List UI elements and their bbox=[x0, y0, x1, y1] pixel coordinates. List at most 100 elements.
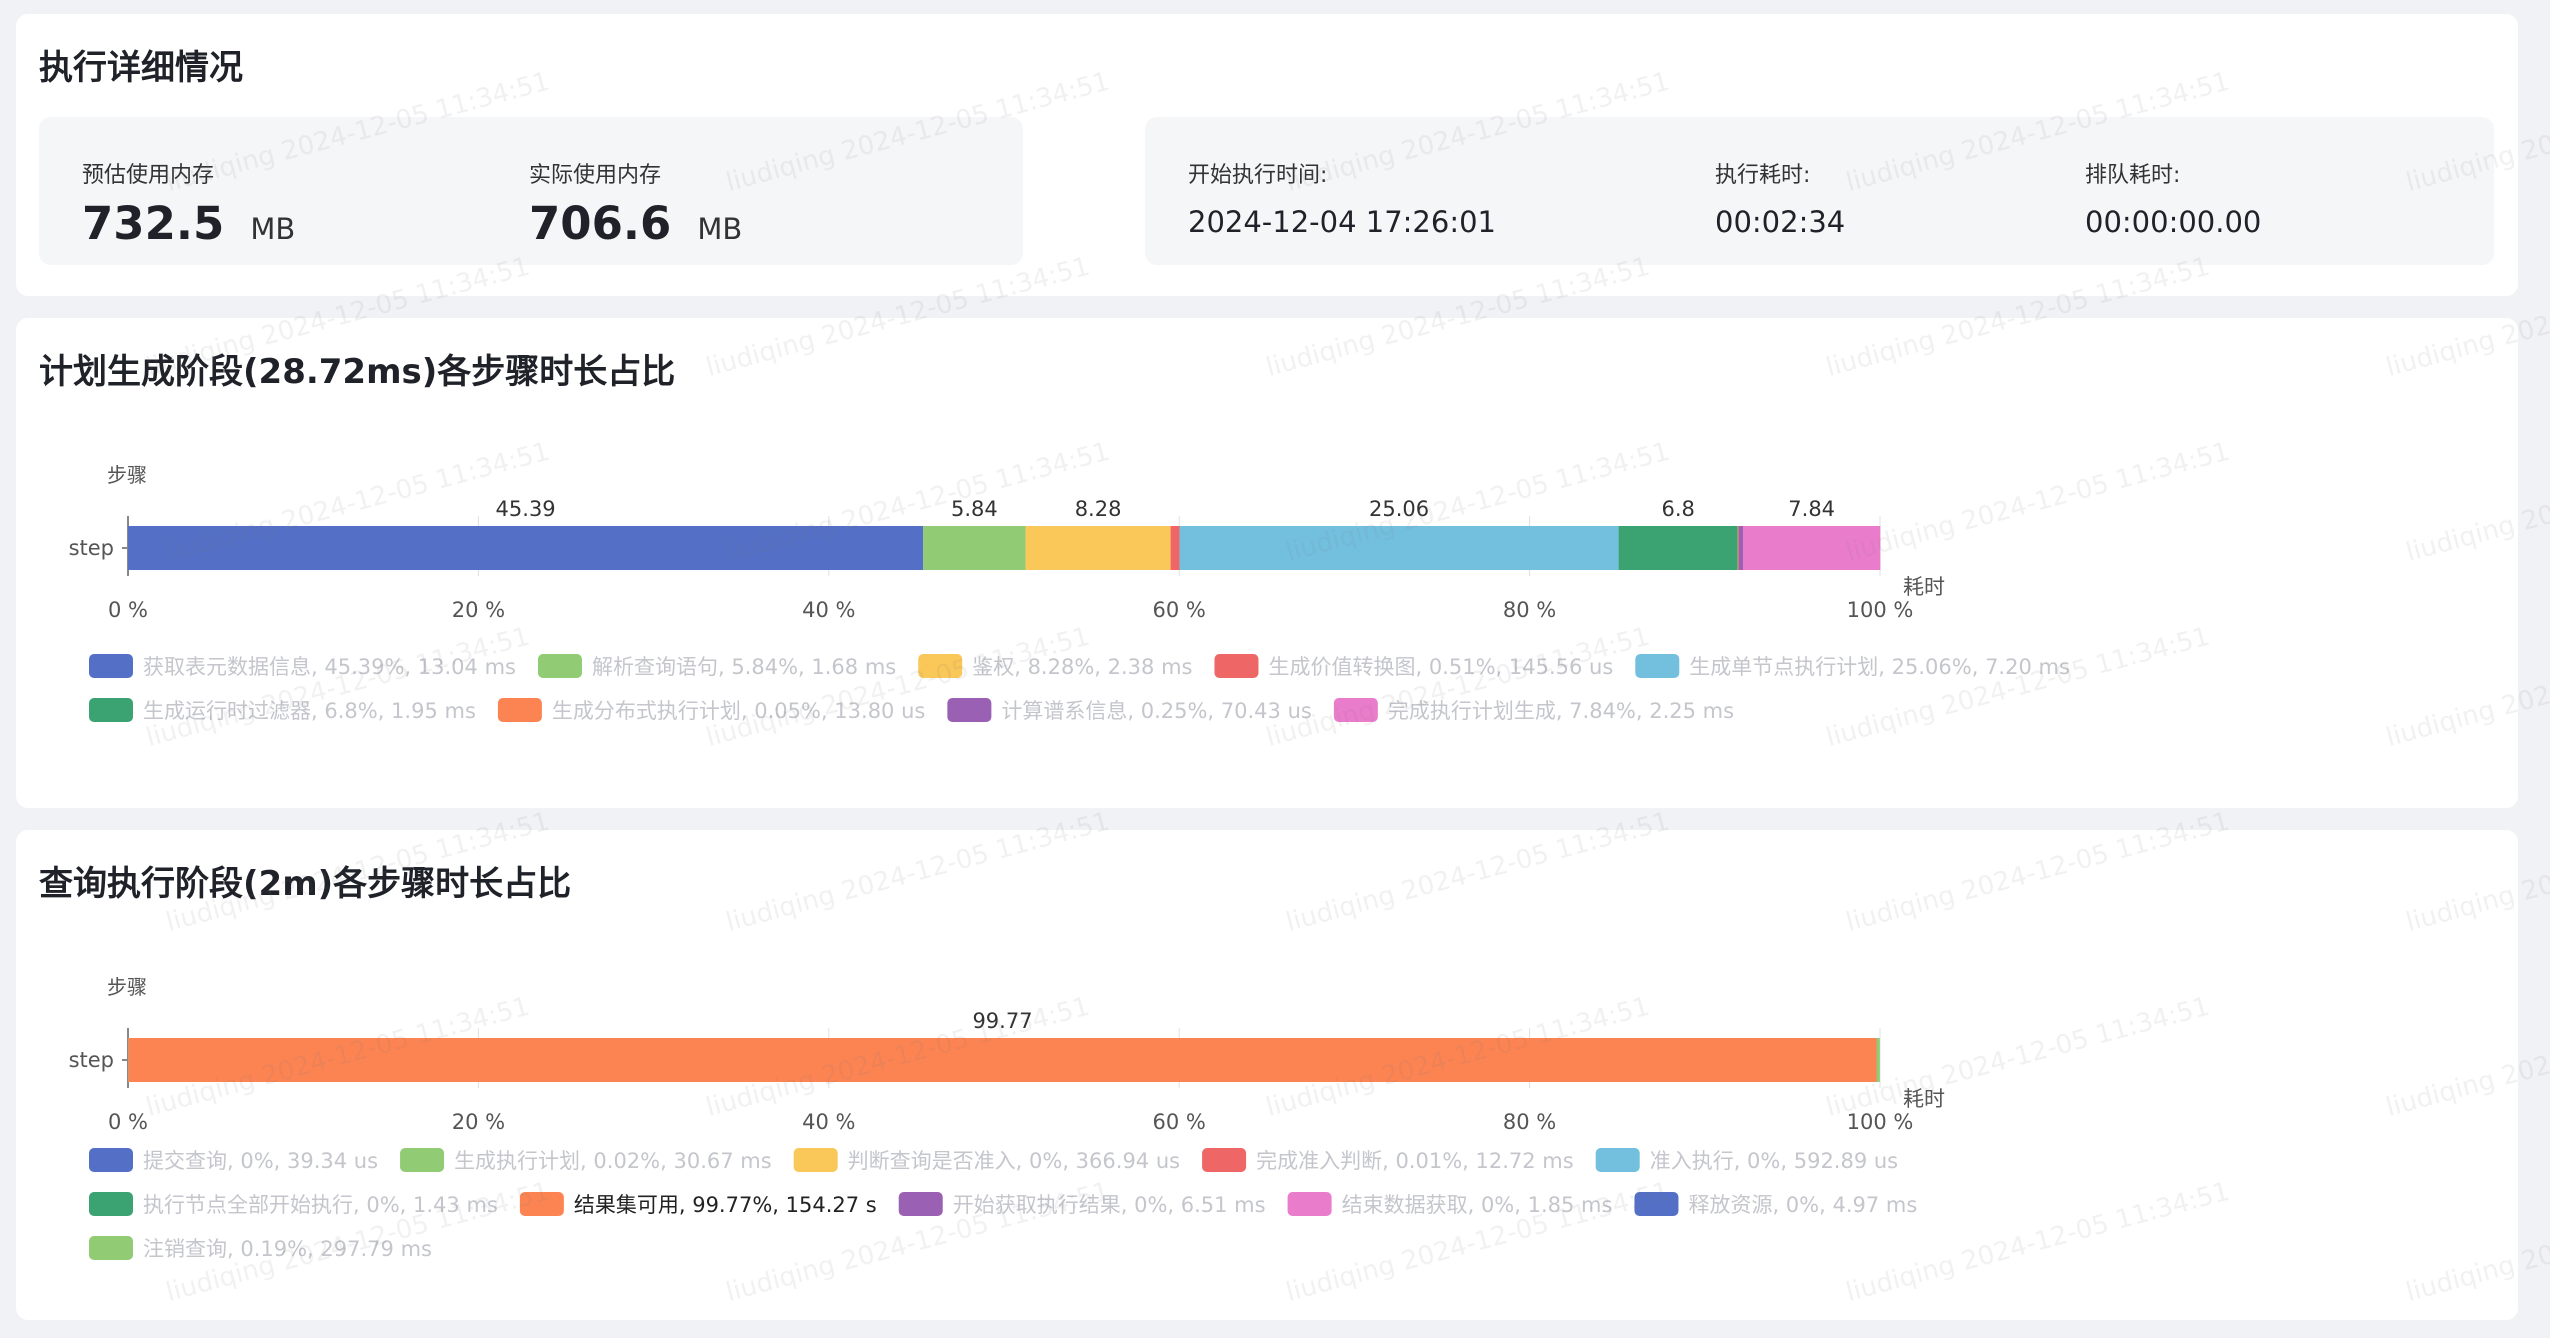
x-tick-label: 100 % bbox=[1847, 598, 1914, 622]
legend-item[interactable]: 注销查询, 0.19%, 297.79 ms bbox=[89, 1236, 432, 1261]
plan-stage-card: 计划生成阶段(28.72ms)各步骤时长占比 步骤 0 % 20 % 40 % 60 %… bbox=[16, 318, 2518, 808]
x-tick-label: 40 % bbox=[802, 598, 855, 622]
y-category-label: step bbox=[69, 536, 114, 560]
start-time-label: 开始执行时间: bbox=[1188, 163, 1328, 188]
legend-item[interactable]: 开始获取执行结果, 0%, 6.51 ms bbox=[898, 1192, 1266, 1217]
x-tick-label: 80 % bbox=[1503, 1110, 1556, 1134]
actual-memory-number: 706.6 bbox=[529, 197, 672, 250]
legend-item[interactable]: 鉴权, 8.28%, 2.38 ms bbox=[918, 654, 1192, 679]
legend-item[interactable]: 完成执行计划生成, 7.84%, 2.25 ms bbox=[1333, 698, 1734, 723]
legend-swatch bbox=[947, 698, 992, 722]
legend-item[interactable]: 判断查询是否准入, 0%, 366.94 us bbox=[793, 1148, 1180, 1173]
x-axis-title: 耗时 bbox=[1903, 1087, 1945, 1111]
legend-item[interactable]: 准入执行, 0%, 592.89 us bbox=[1595, 1148, 1898, 1173]
bar-value-label: 6.8 bbox=[1661, 497, 1694, 521]
x-tick-label: 20 % bbox=[452, 598, 505, 622]
query-stage-chart: 步骤 0 % 20 % 40 % 60 % 80 % 100 % step 耗时 99.77 提交查… bbox=[69, 975, 1945, 1261]
legend-label: 判断查询是否准入, 0%, 366.94 us bbox=[848, 1149, 1180, 1173]
bar-segment[interactable] bbox=[1170, 526, 1180, 570]
legend-label: 生成单节点执行计划, 25.06%, 7.20 ms bbox=[1689, 655, 2070, 679]
legend-swatch bbox=[89, 654, 133, 678]
legend-swatch bbox=[1333, 698, 1378, 722]
x-tick-label: 60 % bbox=[1153, 1110, 1206, 1134]
bar-value-label: 45.39 bbox=[496, 497, 556, 521]
legend-item[interactable]: 计算谱系信息, 0.25%, 70.43 us bbox=[947, 698, 1312, 723]
legend-swatch bbox=[1202, 1148, 1247, 1172]
legend-item[interactable]: 生成价值转换图, 0.51%, 145.56 us bbox=[1214, 654, 1613, 679]
bar-segment[interactable] bbox=[1618, 526, 1738, 570]
y-category-label: step bbox=[69, 1048, 114, 1072]
bar-segment[interactable] bbox=[1876, 1038, 1880, 1082]
queue-time-value: 00:00:00.00 bbox=[2085, 205, 2262, 239]
legend-item[interactable]: 结果集可用, 99.77%, 154.27 s bbox=[519, 1192, 877, 1217]
legend-swatch bbox=[1595, 1148, 1640, 1172]
x-axis-title: 耗时 bbox=[1903, 575, 1945, 599]
legend-label: 准入执行, 0%, 592.89 us bbox=[1650, 1149, 1898, 1173]
legend-swatch bbox=[89, 1192, 133, 1216]
plan-stage-chart: 步骤 0 % 20 % 40 % 60 % 80 % 100 % step 耗时 45.39 5.8… bbox=[69, 463, 2070, 723]
legend-swatch bbox=[89, 1236, 133, 1260]
legend-label: 解析查询语句, 5.84%, 1.68 ms bbox=[592, 655, 896, 679]
x-tick-label: 40 % bbox=[802, 1110, 855, 1134]
bar-value-label: 99.77 bbox=[972, 1009, 1032, 1033]
legend-swatch bbox=[1634, 1192, 1679, 1216]
duration-label: 执行耗时: bbox=[1715, 163, 1811, 188]
bar-segment[interactable] bbox=[128, 1038, 1877, 1082]
bar-value-label: 8.28 bbox=[1075, 497, 1122, 521]
y-axis-title: 步骤 bbox=[107, 463, 147, 487]
legend-label: 获取表元数据信息, 45.39%, 13.04 ms bbox=[143, 655, 516, 679]
legend-item[interactable]: 释放资源, 0%, 4.97 ms bbox=[1634, 1192, 1917, 1217]
execution-details-title: 执行详细情况 bbox=[39, 48, 243, 88]
legend-swatch bbox=[400, 1148, 445, 1172]
legend-item[interactable]: 提交查询, 0%, 39.34 us bbox=[89, 1148, 378, 1173]
legend-item[interactable]: 执行节点全部开始执行, 0%, 1.43 ms bbox=[89, 1192, 498, 1217]
actual-memory-label: 实际使用内存 bbox=[529, 163, 662, 188]
legend-item[interactable]: 生成分布式执行计划, 0.05%, 13.80 us bbox=[497, 698, 925, 723]
legend-swatch bbox=[519, 1192, 564, 1216]
legend-item[interactable]: 获取表元数据信息, 45.39%, 13.04 ms bbox=[89, 654, 516, 679]
legend-label: 释放资源, 0%, 4.97 ms bbox=[1688, 1193, 1917, 1217]
legend-item[interactable]: 结束数据获取, 0%, 1.85 ms bbox=[1287, 1192, 1613, 1217]
legend-swatch bbox=[793, 1148, 838, 1172]
x-tick-label: 0 % bbox=[108, 1110, 148, 1134]
legend-item[interactable]: 生成执行计划, 0.02%, 30.67 ms bbox=[400, 1148, 772, 1173]
estimated-memory-value: 732.5 MB bbox=[82, 197, 295, 250]
start-time-value: 2024-12-04 17:26:01 bbox=[1188, 205, 1496, 239]
x-tick-label: 80 % bbox=[1503, 598, 1556, 622]
bar-segment[interactable] bbox=[1179, 526, 1619, 570]
legend-swatch bbox=[1635, 654, 1680, 678]
query-stage-title: 查询执行阶段(2m)各步骤时长占比 bbox=[39, 864, 572, 904]
x-tick-label: 60 % bbox=[1153, 598, 1206, 622]
plan-stage-title: 计划生成阶段(28.72ms)各步骤时长占比 bbox=[39, 352, 676, 392]
legend-label: 计算谱系信息, 0.25%, 70.43 us bbox=[1001, 699, 1311, 723]
legend-label: 生成运行时过滤器, 6.8%, 1.95 ms bbox=[143, 699, 476, 723]
y-axis-title: 步骤 bbox=[107, 975, 147, 999]
legend-label: 生成价值转换图, 0.51%, 145.56 us bbox=[1268, 655, 1613, 679]
memory-panel: 预估使用内存 732.5 MB 实际使用内存 706.6 MB bbox=[39, 117, 1023, 265]
bar-segment[interactable] bbox=[1737, 526, 1740, 570]
actual-memory-unit: MB bbox=[697, 212, 743, 246]
bar-segment[interactable] bbox=[923, 526, 1026, 570]
legend-item[interactable]: 生成运行时过滤器, 6.8%, 1.95 ms bbox=[89, 698, 476, 723]
estimated-memory-number: 732.5 bbox=[82, 197, 225, 250]
bar-segment[interactable] bbox=[1738, 526, 1743, 570]
legend-swatch bbox=[537, 654, 582, 678]
bar-value-label: 7.84 bbox=[1788, 497, 1835, 521]
legend-label: 结果集可用, 99.77%, 154.27 s bbox=[574, 1193, 877, 1217]
x-tick-label: 0 % bbox=[108, 598, 148, 622]
bar-segment[interactable] bbox=[128, 526, 924, 570]
bar-segment[interactable] bbox=[1025, 526, 1171, 570]
legend-item[interactable]: 解析查询语句, 5.84%, 1.68 ms bbox=[537, 654, 896, 679]
legend-label: 生成执行计划, 0.02%, 30.67 ms bbox=[454, 1149, 772, 1173]
legend-label: 开始获取执行结果, 0%, 6.51 ms bbox=[953, 1193, 1266, 1217]
legend-label: 执行节点全部开始执行, 0%, 1.43 ms bbox=[143, 1193, 498, 1217]
legend-item[interactable]: 生成单节点执行计划, 25.06%, 7.20 ms bbox=[1635, 654, 2070, 679]
legend-swatch bbox=[497, 698, 542, 722]
legend-label: 完成准入判断, 0.01%, 12.72 ms bbox=[1256, 1149, 1574, 1173]
legend-label: 完成执行计划生成, 7.84%, 2.25 ms bbox=[1388, 699, 1734, 723]
bar-segment[interactable] bbox=[1742, 526, 1881, 570]
execution-details-card: 执行详细情况 预估使用内存 732.5 MB 实际使用内存 706.6 MB 开始执… bbox=[16, 14, 2518, 296]
legend-item[interactable]: 完成准入判断, 0.01%, 12.72 ms bbox=[1202, 1148, 1574, 1173]
estimated-memory-unit: MB bbox=[250, 212, 296, 246]
legend-label: 提交查询, 0%, 39.34 us bbox=[143, 1149, 378, 1173]
